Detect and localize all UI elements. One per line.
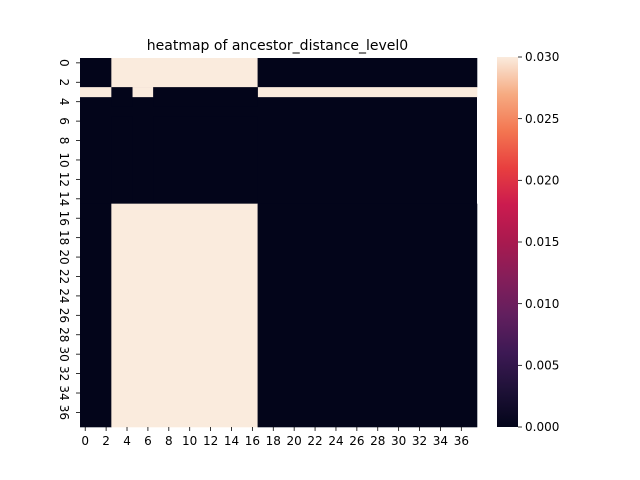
x-tick-label: 26 <box>349 434 364 448</box>
y-tick-label: 26 <box>57 308 71 323</box>
y-tick-label: 34 <box>57 385 71 400</box>
x-tick-label: 12 <box>203 434 218 448</box>
y-tick-label: 0 <box>57 59 71 67</box>
y-tick-label: 18 <box>57 230 71 245</box>
x-tick-label: 36 <box>454 434 469 448</box>
heatmap-block-10 <box>257 203 478 428</box>
colorbar-tick-label: 0.015 <box>525 235 559 249</box>
colorbar-tick-label: 0.030 <box>525 50 559 64</box>
y-tick-label: 20 <box>57 249 71 264</box>
heatmap-block-8 <box>80 203 112 428</box>
y-tick-label: 2 <box>57 78 71 86</box>
y-tick-label: 12 <box>57 172 71 187</box>
y-tick-label: 16 <box>57 211 71 226</box>
colorbar-tick-label: 0.025 <box>525 112 559 126</box>
x-tick-label: 10 <box>182 434 197 448</box>
x-tick-label: 6 <box>144 434 152 448</box>
heatmap-block-1 <box>111 58 258 88</box>
x-tick-label: 28 <box>370 434 385 448</box>
y-tick-label: 24 <box>57 288 71 303</box>
y-tick-label: 10 <box>57 152 71 167</box>
x-tick-label: 4 <box>123 434 131 448</box>
y-tick-label: 36 <box>57 405 71 420</box>
y-tick-label: 14 <box>57 191 71 206</box>
y-tick-label: 6 <box>57 117 71 125</box>
heatmap-block-5 <box>153 87 258 107</box>
y-tick-label: 22 <box>57 269 71 284</box>
x-tick-label: 34 <box>433 434 448 448</box>
x-tick-label: 30 <box>391 434 406 448</box>
heatmap-block-7 <box>153 116 258 204</box>
y-tick-label: 30 <box>57 347 71 362</box>
x-tick-label: 18 <box>266 434 281 448</box>
x-tick-label: 8 <box>165 434 173 448</box>
colorbar-tick-label: 0.010 <box>525 297 559 311</box>
x-tick-label: 32 <box>412 434 427 448</box>
chart-title: heatmap of ancestor_distance_level0 <box>147 38 408 54</box>
heatmap-block-3 <box>80 87 478 98</box>
y-tick-label: 4 <box>57 98 71 106</box>
heatmap-block-6 <box>111 116 133 204</box>
x-tick-label: 16 <box>245 434 260 448</box>
heatmap-cells <box>80 58 478 428</box>
x-tick-label: 2 <box>102 434 110 448</box>
colorbar-axis: 0.000 0.005 0.010 0.015 0.020 0.025 0.030 <box>518 50 559 434</box>
colorbar <box>497 57 518 427</box>
x-tick-label: 22 <box>307 434 322 448</box>
y-tick-label: 28 <box>57 327 71 342</box>
x-tick-label: 14 <box>224 434 239 448</box>
heatmap-block-0 <box>80 58 112 88</box>
x-axis: 0 2 4 6 8 10 12 14 16 18 20 22 24 26 28 30 32 34 36 <box>81 427 469 448</box>
colorbar-tick-label: 0.020 <box>525 174 559 188</box>
x-tick-label: 24 <box>328 434 343 448</box>
x-tick-label: 0 <box>81 434 89 448</box>
y-tick-label: 8 <box>57 137 71 145</box>
heatmap-block-4 <box>111 87 133 107</box>
y-tick-label: 32 <box>57 366 71 381</box>
colorbar-tick-label: 0.000 <box>525 420 559 434</box>
x-tick-label: 20 <box>287 434 302 448</box>
colorbar-tick-label: 0.005 <box>525 359 559 373</box>
heatmap-block-9 <box>111 203 258 428</box>
heatmap-block-2 <box>257 58 478 88</box>
